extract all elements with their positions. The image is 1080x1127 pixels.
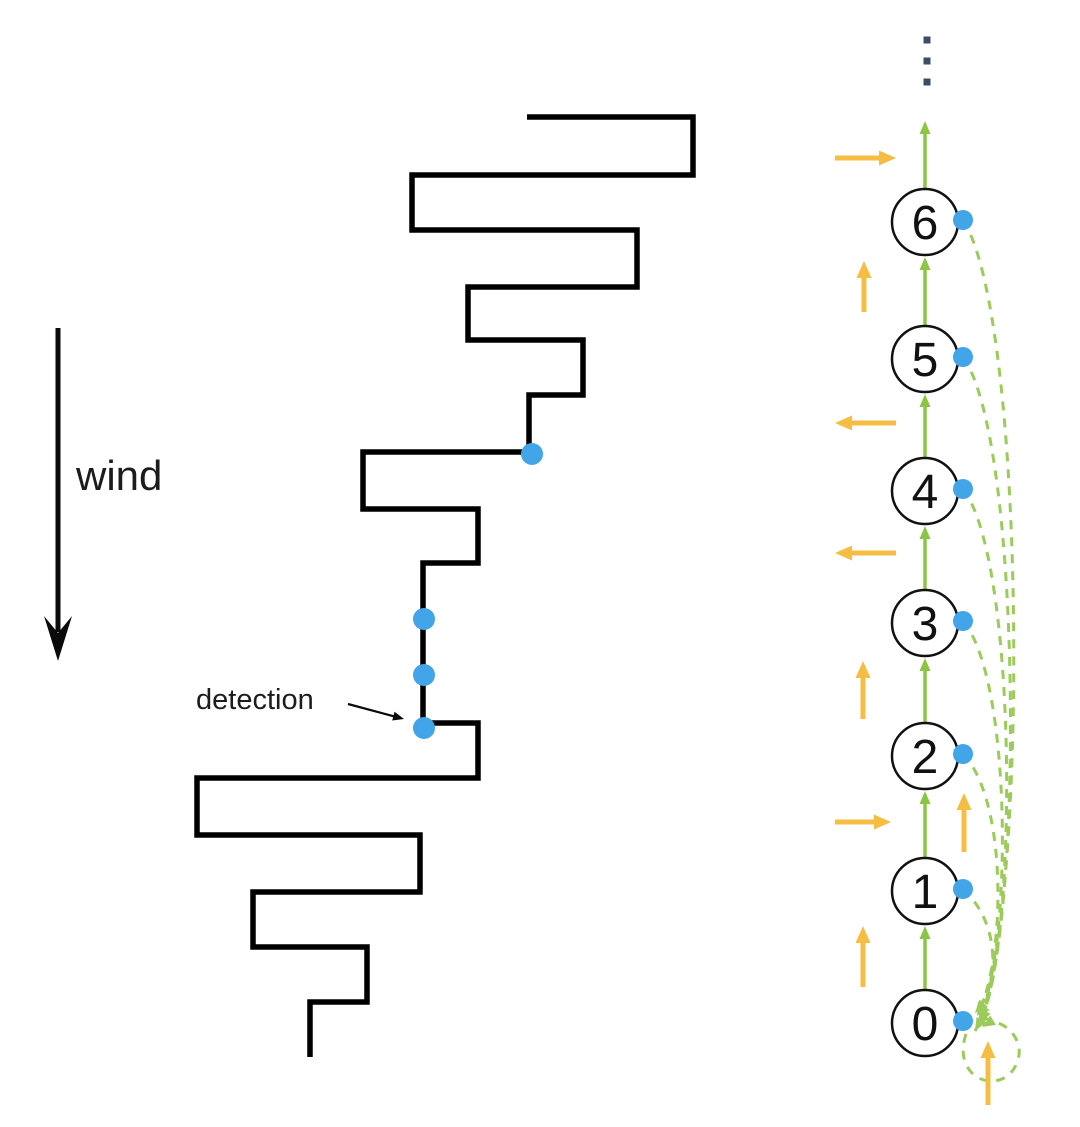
- wind-measurement-arrow-8-head: [980, 1041, 996, 1058]
- state-node-label-1: 1: [912, 866, 939, 919]
- wind-measurement-arrow-7-head: [855, 926, 871, 943]
- sensor-dot-node-1: [953, 879, 973, 899]
- wind-label: wind: [76, 452, 163, 499]
- sensor-dot-node-3: [953, 611, 973, 631]
- transition-arrow-1-2-head: [919, 791, 931, 804]
- self-loop-arrowhead: [982, 1015, 996, 1027]
- sensor-dot-node-5: [953, 347, 973, 367]
- detection-dot-0: [521, 443, 543, 465]
- state-node-label-5: 5: [912, 334, 939, 387]
- wind-arrow-head: [44, 616, 72, 661]
- continuation-dot-2: [923, 78, 931, 86]
- wind-measurement-arrow-1-head: [856, 261, 872, 278]
- transition-arrow-0-1-head: [919, 926, 931, 939]
- state-node-label-2: 2: [912, 731, 939, 784]
- transition-arrow-4-5-head: [919, 394, 931, 407]
- state-node-label-0: 0: [912, 998, 939, 1051]
- continuation-dot-0: [923, 36, 931, 44]
- wind-measurement-arrow-4-head: [855, 661, 871, 678]
- state-node-label-3: 3: [912, 598, 939, 651]
- detection-annotation-arrow: [347, 702, 398, 719]
- trajectory-path: [194, 114, 696, 1057]
- wind-measurement-arrow-0-head: [879, 150, 896, 166]
- transition-arrow-3-4-head: [919, 526, 931, 539]
- state-node-label-6: 6: [912, 197, 939, 250]
- wind-measurement-arrow-2-head: [835, 415, 852, 431]
- transition-arrow-2-3-head: [919, 658, 931, 671]
- return-edge-6-arrowhead: [975, 1016, 987, 1031]
- detection-dot-2: [413, 664, 435, 686]
- transition-arrow-5-6-head: [919, 257, 931, 270]
- sensor-dot-node-4: [953, 479, 973, 499]
- wind-measurement-arrow-6-head: [956, 793, 972, 810]
- state-node-label-4: 4: [912, 466, 939, 519]
- sensor-dot-node-6: [953, 210, 973, 230]
- wind-measurement-arrow-3-head: [835, 545, 852, 561]
- detection-label: detection: [196, 684, 314, 716]
- sensor-dot-node-2: [953, 744, 973, 764]
- return-edge-6: [961, 219, 1016, 1032]
- wind-measurement-arrow-5-head: [874, 814, 891, 830]
- detection-dot-1: [413, 608, 435, 630]
- return-edge-2: [961, 752, 1000, 1017]
- sensor-dot-node-0: [953, 1011, 973, 1031]
- return-edge-3: [961, 620, 1004, 1020]
- detection-annotation-arrow-head: [392, 711, 404, 721]
- detection-dot-3: [413, 717, 435, 739]
- transition-arrow-continue-head: [919, 121, 931, 134]
- continuation-dot-1: [923, 57, 931, 65]
